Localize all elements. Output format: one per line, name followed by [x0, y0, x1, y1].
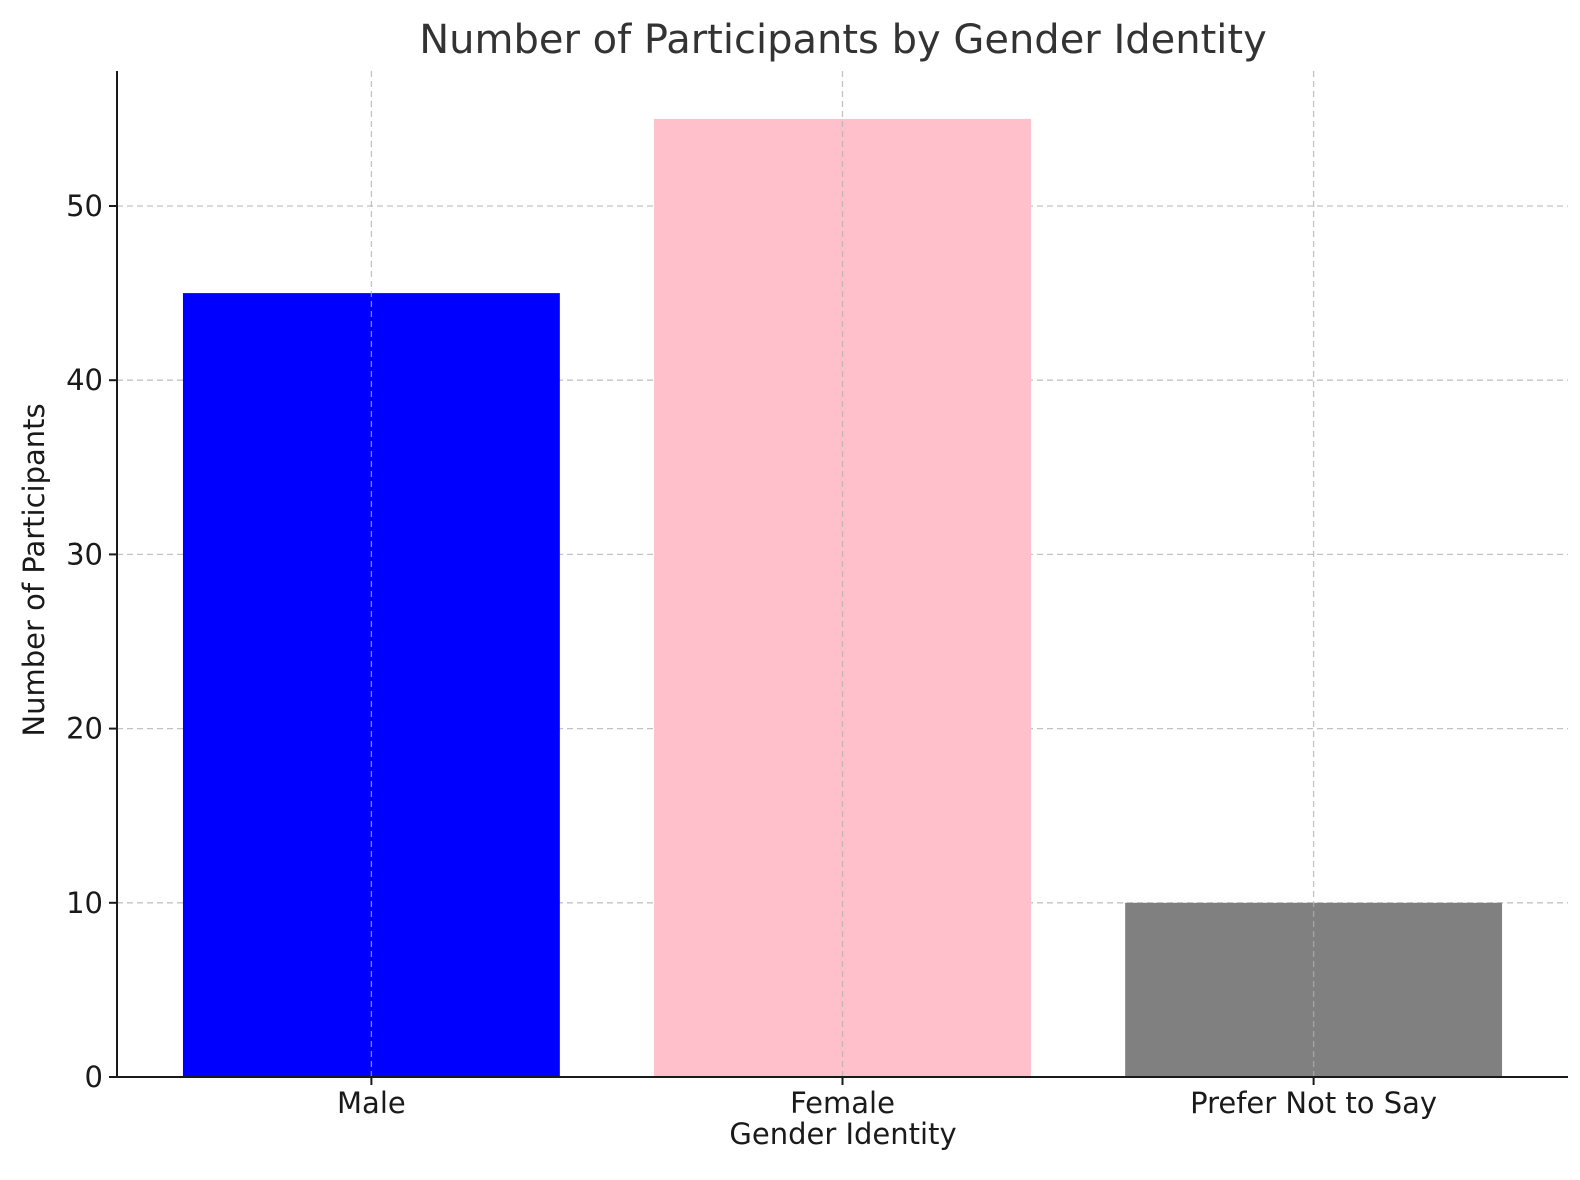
x-tick-label: Prefer Not to Say	[1190, 1086, 1437, 1120]
x-tick-label: Female	[790, 1086, 895, 1120]
y-axis-label: Number of Participants	[17, 403, 51, 736]
vertical-grid	[370, 71, 1315, 1077]
y-tick-label: 50	[66, 189, 103, 223]
chart-title: Number of Participants by Gender Identit…	[419, 17, 1267, 63]
y-tick-label: 10	[66, 886, 103, 920]
y-tick-label: 40	[66, 363, 103, 397]
y-tick-label: 20	[66, 712, 103, 746]
bar-prefer-not-to-say	[1125, 902, 1503, 1077]
y-tick-label: 0	[85, 1060, 103, 1094]
x-axis-label: Gender Identity	[729, 1117, 956, 1151]
x-tick-label: Male	[337, 1086, 406, 1120]
y-ticks: 0 10 20 30 40 50	[66, 189, 117, 1094]
x-ticks: Male Female Prefer Not to Say	[337, 1077, 1437, 1120]
y-tick-label: 30	[66, 537, 103, 571]
bar-female	[654, 118, 1031, 1077]
